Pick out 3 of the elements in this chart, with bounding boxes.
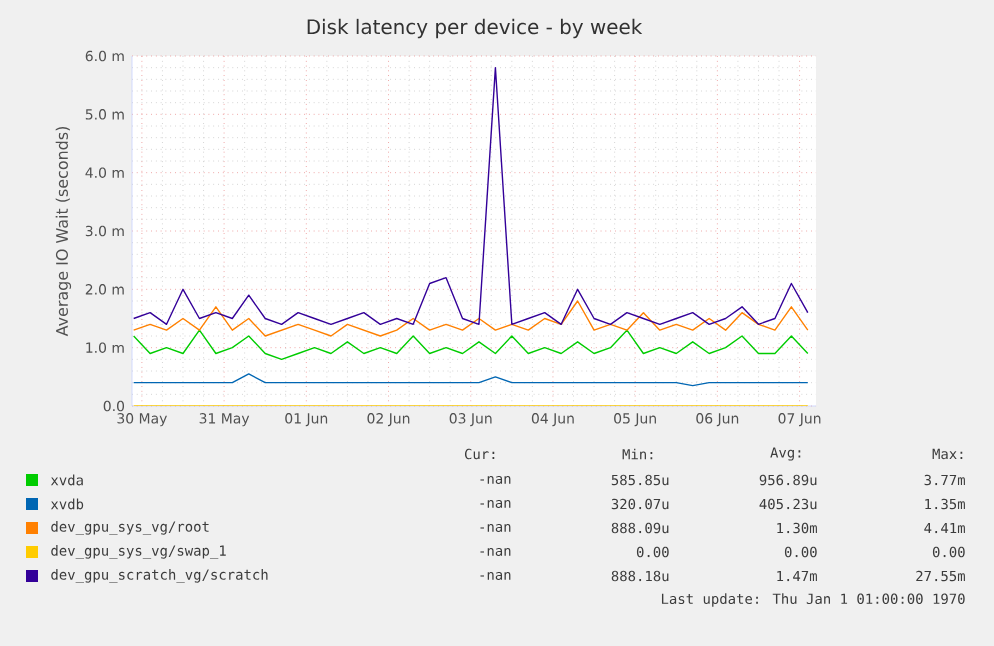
line-series bbox=[132, 329, 809, 361]
chart-title: Disk latency per device - by week bbox=[307, 18, 643, 39]
line-series bbox=[132, 66, 809, 326]
